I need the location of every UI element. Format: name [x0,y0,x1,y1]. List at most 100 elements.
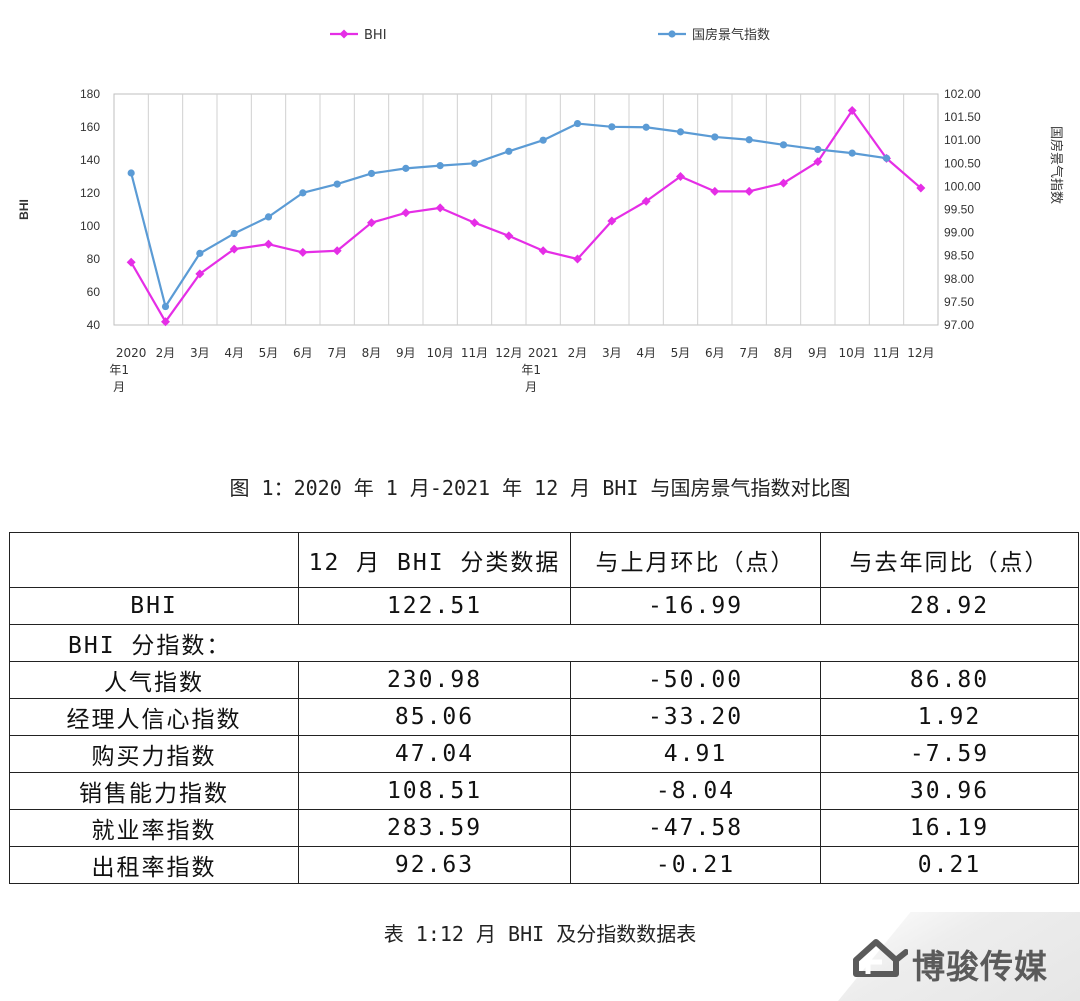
row-mom: -8.04 [570,772,821,810]
x-tick-label: 11月 [873,346,900,360]
watermark-logo: 博骏传媒 [838,912,1080,1001]
figure-caption: 图 1：2020 年 1 月-2021 年 12 月 BHI 与国房景气指数对比… [229,476,851,500]
y2-tick-label: 99.00 [944,226,974,240]
data-point [230,229,238,238]
row-mom: -0.21 [570,846,821,884]
y2-tick-label: 101.50 [944,110,981,124]
data-point [470,218,479,228]
data-point [814,145,822,154]
table-row: BHI 122.51 -16.99 28.92 [9,587,1079,625]
row-value: 47.04 [298,735,571,773]
x-tick-label: 9月 [396,346,416,360]
data-point [710,186,720,196]
data-point [470,159,479,167]
data-point [195,269,205,279]
data-point [539,136,547,144]
x-tick-label: 12月 [907,346,934,360]
table-row: 就业率指数 283.59 -47.58 16.19 [9,809,1079,847]
row-value: 122.51 [298,587,571,625]
watermark-text: 博骏传媒 [912,947,1048,986]
table-header-cell: 与去年同比（点） [820,532,1079,588]
y2-axis-label: 国房景气指数 [1048,126,1064,204]
row-value: 283.59 [298,809,571,847]
row-yoy: 0.21 [820,846,1079,884]
x-tick-label: 10月 [839,346,866,360]
row-yoy: 30.96 [820,772,1079,810]
data-point [641,196,651,206]
row-mom: -16.99 [570,587,821,625]
row-yoy: -7.59 [820,735,1079,773]
x-tick-label: 3月 [190,346,210,360]
row-name: 人气指数 [9,661,299,699]
table-row: 人气指数 230.98 -50.00 86.80 [9,661,1079,699]
row-name: 就业率指数 [9,809,299,847]
data-point [779,178,788,188]
y2-tick-label: 102.00 [944,87,981,101]
x-tick-label: 6月 [705,346,725,360]
chart-area: 180 160 140 120 100 80 60 40 102.00 101.50 101.00 1… [0,0,1080,452]
row-yoy: 16.19 [820,809,1079,847]
y2-tick-label: 100.00 [944,179,981,193]
table-section-row: BHI 分指数： [9,624,1079,662]
table-row: 购买力指数 47.04 4.91 -7.59 [9,735,1079,773]
data-point [573,254,582,264]
y2-tick-label: 98.50 [944,249,974,263]
data-point [847,106,857,115]
y-tick-label: 40 [87,318,101,332]
y-axis-label: BHI [17,199,31,220]
table-header-cell: 与上月环比（点） [570,532,821,588]
x-tick-label: 3月 [602,346,622,360]
row-yoy: 1.92 [820,698,1079,736]
x-tick-label: 7月 [739,346,759,360]
data-point [916,183,926,193]
data-point [505,147,513,155]
x-tick-label: 11月 [461,346,488,360]
data-point [608,123,616,131]
data-point [298,247,308,257]
row-mom: -50.00 [570,661,821,699]
data-point [882,154,891,162]
data-point [264,239,273,249]
y-tick-label: 80 [87,252,101,266]
row-value: 92.63 [298,846,571,884]
data-point [126,257,136,267]
x-tick-label: 2月 [156,346,176,360]
y-tick-label: 120 [80,186,100,200]
series-line-0 [130,109,922,323]
y2-tick-label: 101.00 [944,133,981,147]
row-value: 230.98 [298,661,571,699]
x-tick-label: 2月 [568,346,588,360]
data-point [229,244,239,254]
data-point [504,231,514,241]
y2-tick-label: 100.50 [944,156,981,170]
data-point [367,218,376,228]
row-name: 销售能力指数 [9,772,299,810]
table-row: 经理人信心指数 85.06 -33.20 1.92 [9,698,1079,736]
data-point [744,186,754,196]
data-point [401,208,411,218]
data-point [264,213,273,221]
x-tick-label: 8月 [774,346,794,360]
data-point [332,246,342,256]
x-tick-label: 4月 [224,346,244,360]
x-tick-label: 7月 [327,346,347,360]
x-tick-label: 5月 [671,346,691,360]
data-point [676,172,685,181]
data-point [642,123,650,131]
row-name: 经理人信心指数 [9,698,299,736]
data-point [711,133,719,141]
data-point [813,157,823,167]
x-tick-label: 12月 [495,346,522,360]
data-point [196,249,204,257]
data-point [333,180,341,188]
data-point [402,164,410,172]
row-yoy: 28.92 [820,587,1079,625]
data-point [676,128,685,136]
x-tick-label: 2020 年1 月 [109,346,146,394]
legend-marker [339,29,349,39]
row-value: 108.51 [298,772,571,810]
data-point [848,149,856,157]
row-name: 购买力指数 [9,735,299,773]
data-point [127,169,135,177]
y2-tick-label: 97.50 [944,295,974,309]
